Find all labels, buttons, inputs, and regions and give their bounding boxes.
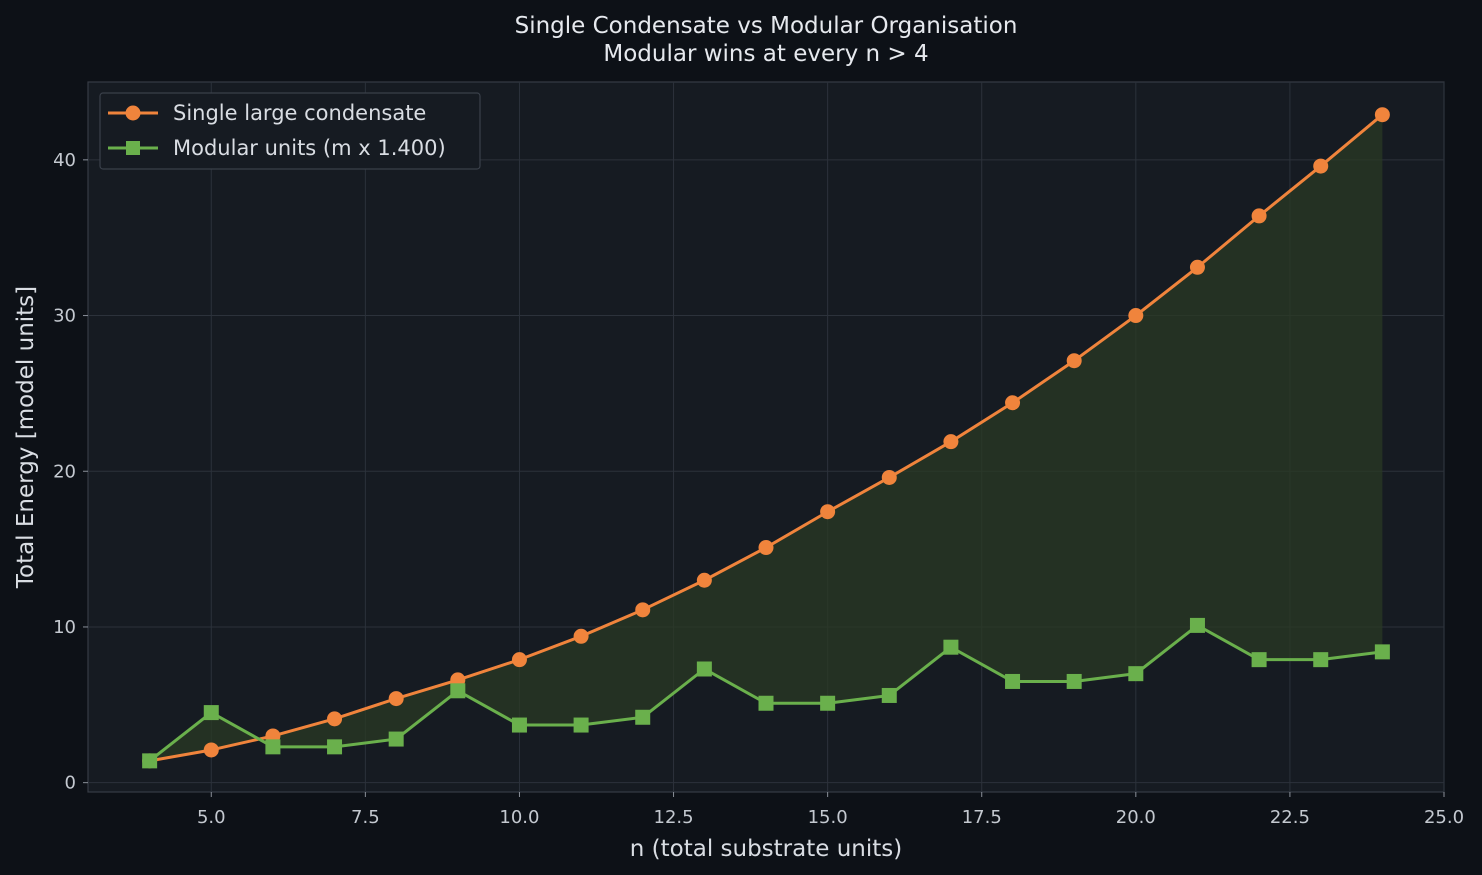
data-point-modular bbox=[450, 683, 466, 699]
fill-between bbox=[149, 114, 1383, 761]
x-tick-label: 25.0 bbox=[1424, 807, 1464, 828]
legend-marker-single bbox=[125, 105, 141, 121]
legend-box bbox=[99, 92, 481, 170]
data-point-modular bbox=[1189, 617, 1205, 633]
data-point-single bbox=[1374, 107, 1390, 123]
data-point-single bbox=[203, 742, 219, 758]
data-point-modular bbox=[203, 705, 219, 721]
data-point-modular bbox=[1251, 652, 1267, 668]
y-tick-label: 40 bbox=[53, 150, 76, 171]
data-point-modular bbox=[1374, 644, 1390, 660]
data-point-modular bbox=[881, 687, 897, 703]
x-tick-label: 17.5 bbox=[962, 807, 1002, 828]
x-axis-ticks: 5.0 7.5 10.0 12.5 15.0 17.5 20.0 22.5 25.0 bbox=[197, 792, 1464, 828]
x-tick-label: 20.0 bbox=[1116, 807, 1156, 828]
data-point-modular bbox=[943, 639, 959, 655]
fill-between-area bbox=[149, 114, 1383, 761]
data-point-modular bbox=[511, 717, 527, 733]
data-point-modular bbox=[635, 709, 651, 725]
series-markers bbox=[142, 107, 1390, 769]
data-point-modular bbox=[1128, 666, 1144, 682]
data-point-modular bbox=[388, 731, 404, 747]
data-point-modular bbox=[265, 739, 281, 755]
data-point-single bbox=[1313, 158, 1329, 174]
x-tick-label: 12.5 bbox=[654, 807, 694, 828]
y-tick-label: 20 bbox=[53, 461, 76, 482]
data-point-modular bbox=[327, 739, 343, 755]
x-tick-label: 7.5 bbox=[351, 807, 380, 828]
data-point-single bbox=[1005, 395, 1021, 411]
data-point-single bbox=[1251, 208, 1267, 224]
data-point-modular bbox=[1313, 652, 1329, 668]
data-point-single bbox=[1066, 353, 1082, 369]
data-point-single bbox=[820, 504, 836, 520]
y-tick-label: 30 bbox=[53, 306, 76, 327]
data-point-modular bbox=[820, 695, 836, 711]
data-point-single bbox=[1128, 308, 1144, 324]
y-axis-ticks: 0 10 20 30 40 bbox=[53, 150, 88, 794]
data-point-modular bbox=[1005, 673, 1021, 689]
data-point-modular bbox=[573, 717, 589, 733]
data-point-modular bbox=[142, 753, 158, 769]
data-point-modular bbox=[1066, 673, 1082, 689]
y-axis-label: Total Energy [model units] bbox=[13, 286, 39, 589]
legend-label-modular: Modular units (m x 1.400) bbox=[173, 136, 446, 160]
chart-subtitle: Modular wins at every n > 4 bbox=[603, 41, 928, 67]
legend-label-single: Single large condensate bbox=[173, 101, 426, 125]
legend: Single large condensate Modular units (m… bbox=[99, 92, 481, 170]
x-tick-label: 10.0 bbox=[499, 807, 539, 828]
data-point-single bbox=[881, 469, 897, 485]
chart-title: Single Condensate vs Modular Organisatio… bbox=[515, 13, 1018, 39]
data-point-single bbox=[758, 540, 774, 556]
y-tick-label: 10 bbox=[53, 617, 76, 638]
data-point-single bbox=[696, 572, 712, 588]
x-tick-label: 15.0 bbox=[808, 807, 848, 828]
data-point-single bbox=[635, 602, 651, 618]
x-axis-label: n (total substrate units) bbox=[630, 836, 902, 862]
data-point-single bbox=[327, 711, 343, 727]
data-point-modular bbox=[696, 661, 712, 677]
y-tick-label: 0 bbox=[65, 773, 76, 794]
data-point-single bbox=[388, 691, 404, 707]
x-tick-label: 22.5 bbox=[1270, 807, 1310, 828]
legend-marker-modular bbox=[126, 141, 140, 155]
data-point-modular bbox=[758, 695, 774, 711]
data-point-single bbox=[573, 628, 589, 644]
data-point-single bbox=[1189, 259, 1205, 275]
x-tick-label: 5.0 bbox=[197, 807, 226, 828]
data-point-single bbox=[943, 434, 959, 450]
data-point-single bbox=[511, 652, 527, 668]
